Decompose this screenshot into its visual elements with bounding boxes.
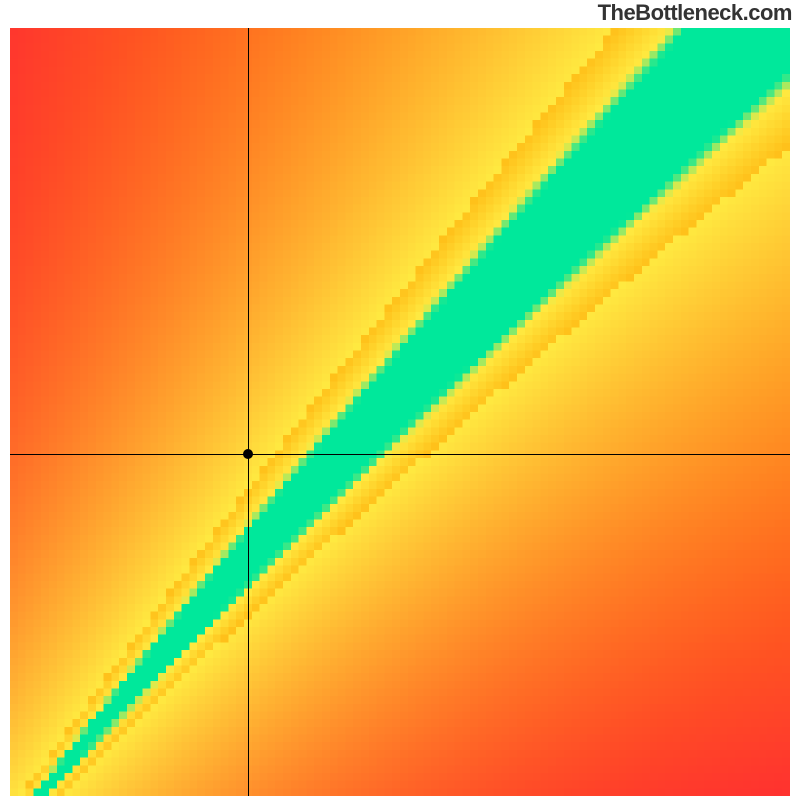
watermark-text: TheBottleneck.com [598, 0, 792, 26]
crosshair-marker [243, 449, 253, 459]
bottleneck-heatmap [10, 28, 790, 796]
crosshair-horizontal [10, 454, 790, 455]
crosshair-vertical [248, 28, 249, 796]
